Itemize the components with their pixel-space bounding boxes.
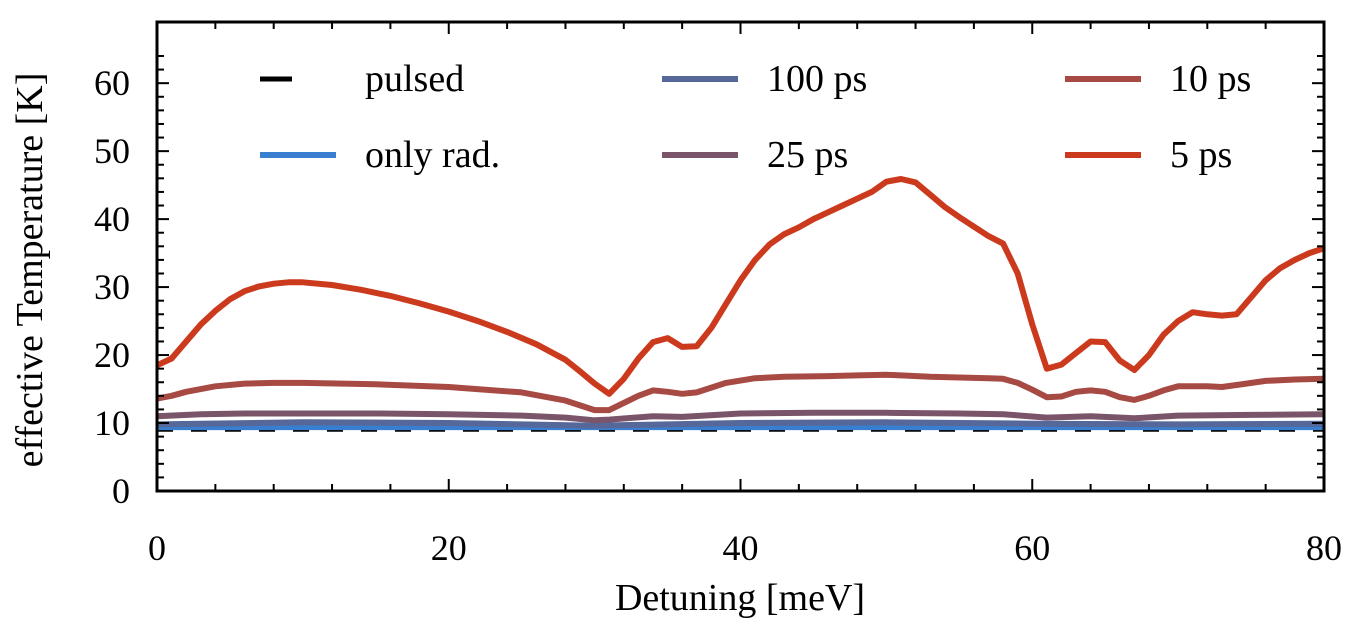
x-tick-label: 20 bbox=[431, 528, 467, 568]
legend-label: 25 ps bbox=[767, 134, 848, 176]
y-axis-label: effective Temperature [K] bbox=[9, 73, 51, 468]
y-tick-label: 0 bbox=[112, 471, 130, 511]
legend-entry-10-ps: 10 ps bbox=[1065, 58, 1251, 100]
legend-entry-pulsed: pulsed bbox=[260, 58, 464, 100]
legend: pulsed only rad. 100 ps 25 ps 10 ps 5 ps bbox=[260, 58, 1251, 176]
ticks-layer: 0 20 40 60 80 0 10 20 30 40 50 60 bbox=[94, 22, 1342, 568]
series-line-25-ps bbox=[156, 409, 1325, 424]
y-tick-label: 20 bbox=[94, 335, 130, 375]
series-line-10-ps bbox=[156, 371, 1325, 414]
series-layer bbox=[155, 176, 1325, 432]
series-line-5-ps bbox=[155, 176, 1325, 397]
legend-label: 10 ps bbox=[1170, 58, 1251, 100]
legend-label: only rad. bbox=[365, 134, 500, 176]
series-line-100-ps bbox=[156, 419, 1325, 429]
y-tick-label: 50 bbox=[94, 131, 130, 171]
legend-entry-5-ps: 5 ps bbox=[1065, 134, 1232, 176]
x-tick-label: 40 bbox=[723, 528, 759, 568]
x-tick-label: 0 bbox=[148, 528, 166, 568]
legend-label: 5 ps bbox=[1170, 134, 1232, 176]
legend-label: 100 ps bbox=[767, 58, 867, 100]
x-tick-label: 80 bbox=[1306, 528, 1342, 568]
legend-label: pulsed bbox=[365, 58, 464, 100]
x-axis-label: Detuning [meV] bbox=[615, 577, 865, 619]
legend-entry-25-ps: 25 ps bbox=[662, 134, 848, 176]
legend-entry-only-rad: only rad. bbox=[260, 134, 500, 176]
legend-entry-100-ps: 100 ps bbox=[662, 58, 867, 100]
x-tick-label: 60 bbox=[1014, 528, 1050, 568]
y-tick-label: 40 bbox=[94, 199, 130, 239]
y-tick-label: 10 bbox=[94, 403, 130, 443]
y-tick-label: 60 bbox=[94, 63, 130, 103]
y-tick-label: 30 bbox=[94, 267, 130, 307]
